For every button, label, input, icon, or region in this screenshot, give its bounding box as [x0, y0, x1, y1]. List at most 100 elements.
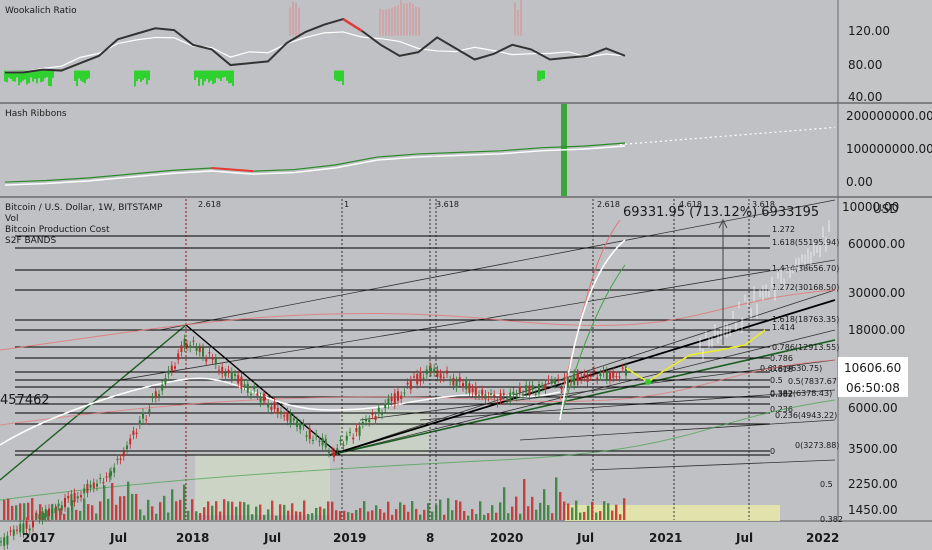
legend-symbol[interactable]: Bitcoin / U.S. Dollar, 1W, BITSTAMP [5, 203, 163, 213]
price-candle-body [577, 373, 579, 381]
legend-s2f-bands[interactable]: S2F BANDS [5, 236, 56, 246]
volume-bar [475, 513, 478, 520]
volume-bar [187, 510, 190, 520]
fib-level-label: 0.786(12913.55) [772, 343, 839, 352]
volume-bar [491, 505, 494, 520]
price-candle-body [67, 495, 70, 499]
volume-bar [103, 485, 106, 520]
volume-bar [499, 502, 502, 520]
volume-bar [211, 505, 214, 520]
cycle-marker-label: 2.618 [597, 200, 620, 209]
volume-bar [451, 510, 454, 520]
price-candle-body [227, 369, 230, 374]
price-candle-body [76, 496, 79, 499]
price-candle-body [164, 378, 167, 384]
price-candle-body [264, 396, 266, 401]
wookalich-title: Wookalich Ratio [5, 6, 77, 16]
price-tick: 6000.00 [848, 401, 898, 415]
volume-bar [619, 514, 622, 520]
price-candle-body [371, 413, 374, 415]
volume-bar [39, 504, 42, 520]
volume-bar [123, 496, 126, 520]
price-candle-body [276, 407, 279, 414]
volume-bar [611, 510, 614, 520]
price-candle-body [515, 393, 518, 398]
volume-bar [463, 511, 466, 520]
price-candle-body [499, 393, 502, 401]
main-legend: Bitcoin / U.S. Dollar, 1W, BITSTAMP Vol … [5, 203, 163, 246]
fib-level-label: 1.414 [772, 323, 795, 332]
volume-bar [267, 509, 270, 520]
price-candle-body [518, 386, 521, 393]
price-candle-body [422, 377, 425, 380]
price-candle-body [218, 369, 220, 371]
legend-vol[interactable]: Vol [5, 214, 18, 224]
time-label: 2019 [333, 531, 366, 545]
legend-production-cost[interactable]: Bitcoin Production Cost [5, 225, 110, 235]
price-axis-hash[interactable] [838, 104, 932, 197]
wookalich-tick: 40.00 [848, 90, 882, 104]
price-candle-body [446, 370, 448, 374]
countdown-label: 06:50:08 [846, 381, 900, 395]
fib-level-label: 1.272(30168.50) [772, 283, 839, 292]
volume-bar [547, 505, 550, 520]
price-candle-body [474, 386, 477, 396]
price-candle-body [122, 451, 125, 457]
volume-bar [311, 513, 314, 520]
price-candle-body [409, 379, 412, 390]
main-price-pane: 1.272 1.618(55195.94) 1.414(38656.70) 1.272… [0, 199, 843, 550]
price-tick: 18000.00 [848, 323, 905, 337]
price-candle-body [509, 392, 512, 402]
volume-bar [11, 505, 14, 520]
wookalich-ratio-line [5, 17, 626, 74]
price-tick: 2250.00 [848, 477, 898, 491]
price-candle-body [452, 377, 455, 386]
volume-bar [555, 477, 558, 520]
volume-bar [23, 503, 26, 520]
price-candle-body [449, 380, 452, 382]
time-label: Jul [109, 531, 127, 545]
price-candle-body [158, 394, 160, 397]
volume-bar [351, 513, 354, 520]
cycle-marker-label: 3.618 [436, 200, 459, 209]
volume-bar [207, 501, 210, 520]
time-label: Jul [576, 531, 594, 545]
price-candle-body [102, 482, 105, 484]
price-candle-body [484, 394, 487, 399]
price-candle-body [108, 472, 111, 478]
volume-bar [331, 501, 334, 520]
volume-bar [303, 500, 306, 520]
price-candle-body [22, 523, 25, 534]
volume-bar [115, 504, 118, 520]
price-candle-body [528, 385, 531, 396]
left-value-label: 457462 [0, 393, 50, 408]
cycle-marker-label: 2.618 [198, 200, 221, 209]
volume-bar [527, 506, 530, 520]
time-label: 2020 [490, 531, 523, 545]
price-candle-body [312, 439, 314, 441]
volume-bar [143, 515, 146, 520]
price-candle-body [240, 376, 243, 389]
price-candle-body [292, 418, 295, 421]
volume-bar [147, 499, 150, 520]
volume-bar [251, 514, 254, 520]
price-candle-body [3, 537, 6, 546]
price-candle-body [250, 394, 252, 396]
volume-bar [327, 501, 330, 520]
price-axis-wookalich[interactable] [838, 0, 932, 103]
volume-bar [399, 502, 402, 520]
price-candle-body [129, 438, 132, 445]
price-candle-body [478, 394, 480, 396]
volume-bar [195, 511, 198, 520]
price-candle-body [342, 445, 345, 447]
time-axis[interactable] [0, 522, 932, 550]
wookalich-pane [4, 0, 626, 87]
volume-bar [567, 503, 570, 520]
price-candle-body [580, 377, 583, 380]
wookalich-tick: 80.00 [848, 58, 882, 72]
price-candle-body [502, 393, 505, 396]
volume-bar [335, 510, 338, 520]
price-candle-body [365, 419, 367, 422]
fib-level-label: 1.414(38656.70) [772, 264, 839, 273]
price-candle-body [439, 373, 442, 379]
